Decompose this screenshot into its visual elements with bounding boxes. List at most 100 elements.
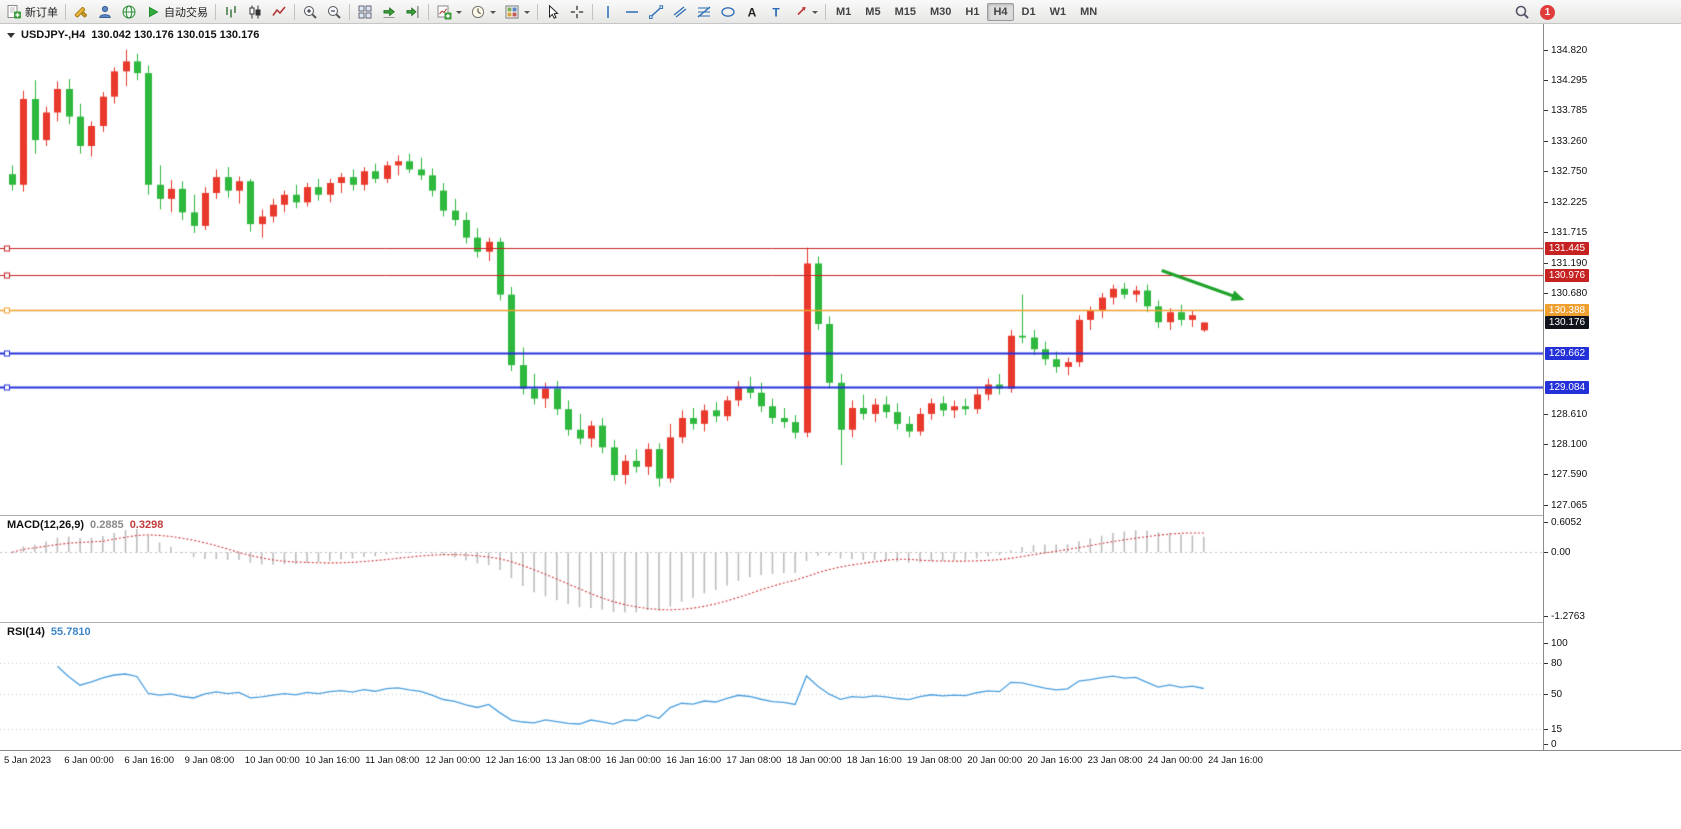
rsi-axis-tick xyxy=(1544,694,1548,695)
macd-value: 0.2885 xyxy=(90,519,124,531)
timeframe-m30[interactable]: M30 xyxy=(924,3,957,21)
fibonacci-button[interactable] xyxy=(692,1,716,23)
chart-title: USDJPY-,H4 130.042 130.176 130.015 130.1… xyxy=(7,29,259,41)
line-chart-button[interactable] xyxy=(267,1,291,23)
play-icon xyxy=(145,4,161,20)
toolbar-right-cluster: 1 xyxy=(1510,0,1555,24)
trendline-button[interactable] xyxy=(644,1,668,23)
ohlc-values: 130.042 130.176 130.015 130.176 xyxy=(91,29,260,41)
toolbar-separator xyxy=(428,4,429,20)
rsi-canvas[interactable] xyxy=(0,623,1543,750)
timeframe-m15-label: M15 xyxy=(894,6,916,18)
community-button[interactable] xyxy=(117,1,141,23)
price-axis-label: 134.820 xyxy=(1551,45,1588,56)
crosshair-button[interactable] xyxy=(565,1,589,23)
timeframe-m5[interactable]: M5 xyxy=(859,3,886,21)
toolbar-separator xyxy=(349,4,350,20)
timeframe-m15[interactable]: M15 xyxy=(889,3,922,21)
notifications-badge[interactable]: 1 xyxy=(1540,4,1555,20)
new-chart-button[interactable] xyxy=(432,1,466,23)
arrowobj-icon xyxy=(792,4,808,20)
macd-axis-tick xyxy=(1544,552,1548,553)
equidistant-channel-button[interactable] xyxy=(668,1,692,23)
panel-divider-macd[interactable] xyxy=(0,515,1681,516)
text-button[interactable]: A xyxy=(740,1,764,23)
dropdown-arrow-icon xyxy=(490,10,496,14)
metaeditor-button[interactable] xyxy=(69,1,93,23)
macd-canvas[interactable] xyxy=(0,516,1543,622)
tile-windows-button[interactable] xyxy=(353,1,377,23)
time-axis[interactable]: 5 Jan 2023 6 Jan 00:00 6 Jan 16:00 9 Jan 08… xyxy=(0,750,1681,772)
timeframe-h1[interactable]: H1 xyxy=(959,3,985,21)
new-chart-icon xyxy=(436,4,452,20)
candlestick-chart-button[interactable] xyxy=(243,1,267,23)
horizontal-line-button[interactable] xyxy=(620,1,644,23)
time-axis-label: 6 Jan 16:00 xyxy=(124,755,175,766)
chart-shift-button[interactable] xyxy=(401,1,425,23)
shapes-button[interactable] xyxy=(716,1,740,23)
new-order-button[interactable]: 新订单 xyxy=(2,1,62,23)
auto-scroll-button[interactable] xyxy=(377,1,401,23)
toolbar-separator xyxy=(825,4,826,20)
price-axis[interactable]: 134.820 134.295 133.785 133.260 132.750 132.2… xyxy=(1543,24,1681,750)
current-price-badge: 130.176 xyxy=(1545,316,1589,329)
time-axis-label: 16 Jan 16:00 xyxy=(666,755,722,766)
bar-chart-button[interactable] xyxy=(219,1,243,23)
price-axis-label: 127.590 xyxy=(1551,469,1588,480)
chart-menu-triangle-icon[interactable] xyxy=(7,32,15,38)
dropdown-arrow-icon xyxy=(456,10,462,14)
price-axis-label: 130.680 xyxy=(1551,288,1588,299)
price-axis-tick xyxy=(1544,444,1548,445)
macd-axis-tick xyxy=(1544,522,1548,523)
toolbar-buttons: 新订单 自动交易 A T M1 M5 M15 M30 H1 H4 D1 W1 MN xyxy=(2,0,1104,24)
macd-signal-value: 0.3298 xyxy=(129,519,164,531)
time-axis-label: 23 Jan 08:00 xyxy=(1087,755,1143,766)
timeframe-h4[interactable]: H4 xyxy=(987,3,1014,21)
time-axis-label: 16 Jan 00:00 xyxy=(606,755,661,766)
autoscroll-icon xyxy=(381,4,397,20)
svg-text:T: T xyxy=(772,6,780,20)
profile-button[interactable] xyxy=(93,1,117,23)
periods-button[interactable] xyxy=(466,1,500,23)
time-axis-label: 20 Jan 16:00 xyxy=(1027,755,1083,766)
timeframe-w1[interactable]: W1 xyxy=(1044,3,1073,21)
time-axis-label: 17 Jan 08:00 xyxy=(726,755,782,766)
price-axis-label: 132.750 xyxy=(1551,166,1588,177)
autotrading-button[interactable]: 自动交易 xyxy=(141,1,212,23)
rsi-value: 55.7810 xyxy=(50,626,91,638)
search-button[interactable] xyxy=(1510,1,1534,23)
toolbar-separator xyxy=(592,4,593,20)
crosshair-icon xyxy=(569,4,585,20)
price-axis-tick xyxy=(1544,263,1548,264)
timeframe-m1-label: M1 xyxy=(836,6,852,18)
timeframe-mn[interactable]: MN xyxy=(1074,3,1103,21)
toolbar-separator xyxy=(65,4,66,20)
macd-axis-tick xyxy=(1544,616,1548,617)
price-axis-label: 131.715 xyxy=(1551,227,1588,238)
toolbar-separator xyxy=(215,4,216,20)
timeframe-m1[interactable]: M1 xyxy=(830,3,857,21)
new-order-button-label: 新订单 xyxy=(25,7,58,19)
toolbar: 新订单 自动交易 A T M1 M5 M15 M30 H1 H4 D1 W1 MN 1 xyxy=(0,0,1681,24)
price-axis-label: 133.785 xyxy=(1551,105,1588,116)
timeframe-m30-label: M30 xyxy=(929,6,952,18)
price-axis-tick xyxy=(1544,505,1548,506)
panel-divider-rsi[interactable] xyxy=(0,622,1681,623)
arrows-button[interactable] xyxy=(788,1,822,23)
vline-icon xyxy=(600,4,616,20)
templates-button[interactable] xyxy=(500,1,534,23)
magnifier-icon xyxy=(1514,4,1530,20)
timeframe-mn-label: MN xyxy=(1080,6,1098,18)
main-chart-canvas[interactable] xyxy=(0,24,1543,515)
text-label-button[interactable]: T xyxy=(764,1,788,23)
fibo-icon xyxy=(696,4,712,20)
vertical-line-button[interactable] xyxy=(596,1,620,23)
zoom-out-button[interactable] xyxy=(322,1,346,23)
macd-axis-label: 0.6052 xyxy=(1551,517,1582,528)
timeframe-d1[interactable]: D1 xyxy=(1016,3,1042,21)
zoom-in-button[interactable] xyxy=(298,1,322,23)
time-axis-label: 5 Jan 2023 xyxy=(4,755,52,766)
cursor-button[interactable] xyxy=(541,1,565,23)
dropdown-arrow-icon xyxy=(812,10,818,14)
time-axis-label: 12 Jan 00:00 xyxy=(425,755,481,766)
